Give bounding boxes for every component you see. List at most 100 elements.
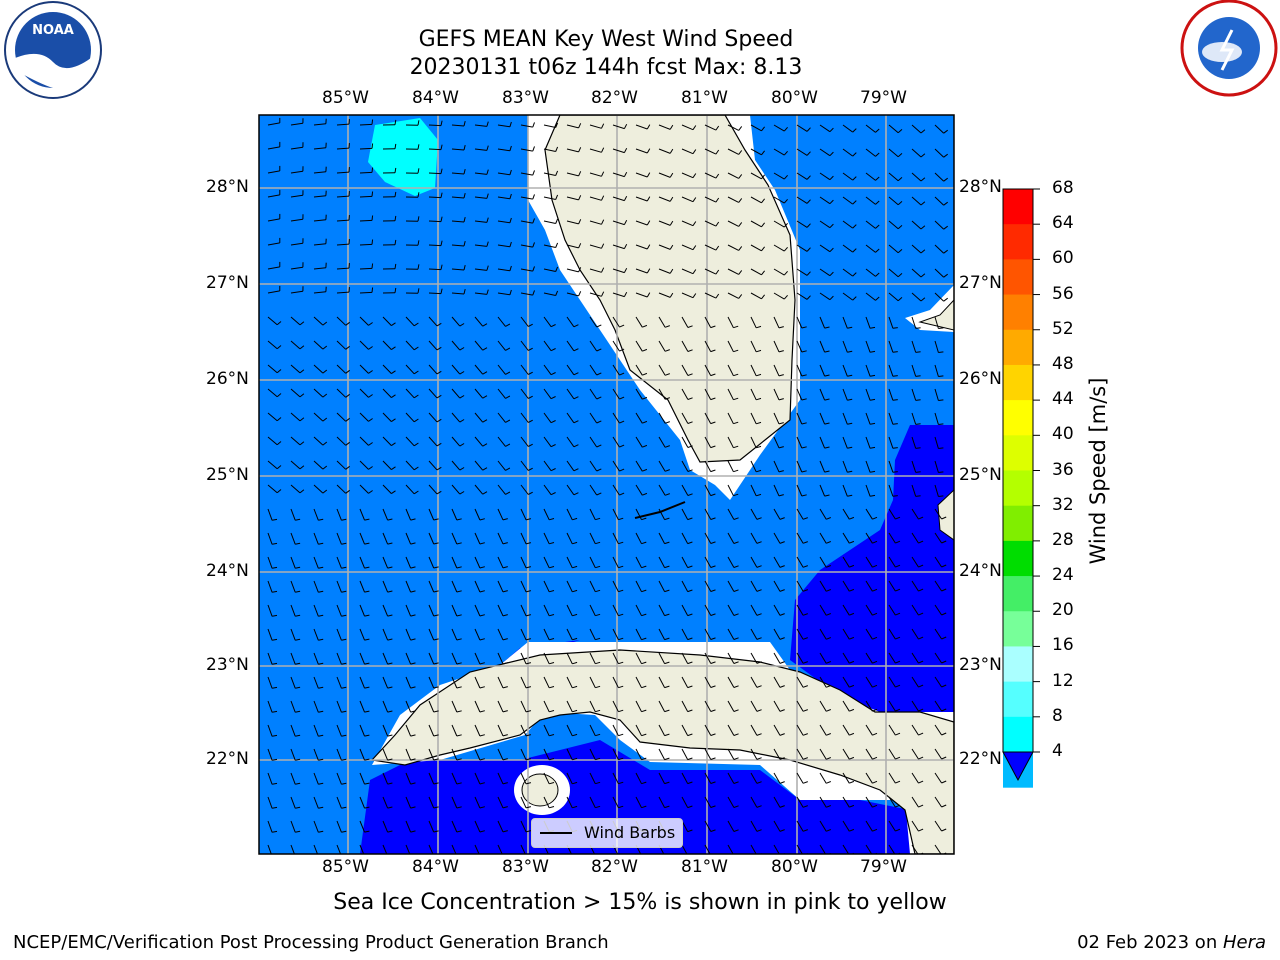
wind-barb-flag xyxy=(572,589,578,593)
wind-barb xyxy=(635,748,642,760)
wind-barb xyxy=(842,196,853,205)
wind-barb-flag xyxy=(778,326,784,329)
wind-barb xyxy=(681,796,689,808)
wind-barb-flag xyxy=(341,830,347,833)
wind-barb-flag xyxy=(915,471,921,473)
lon-tick-bottom: 85°W xyxy=(322,857,369,877)
wind-barb xyxy=(635,316,643,328)
wind-barb-flag xyxy=(341,806,347,809)
wind-barb xyxy=(612,412,620,424)
wind-barb xyxy=(865,460,871,473)
wind-barb-flag xyxy=(687,637,693,641)
wind-barb-flag xyxy=(482,443,488,447)
wind-barb-flag xyxy=(417,216,420,222)
wind-barb xyxy=(796,196,808,204)
wind-barb-flag xyxy=(692,197,697,202)
wind-barb-flag xyxy=(733,613,739,616)
wind-barb xyxy=(773,556,781,568)
wind-barb-flag xyxy=(733,661,739,664)
lon-tick-bottom: 81°W xyxy=(681,857,728,877)
wind-barb-flag xyxy=(322,417,328,422)
wind-barb xyxy=(520,148,533,152)
wind-barb-flag xyxy=(756,685,762,688)
wind-barb xyxy=(888,196,899,206)
wind-barb xyxy=(520,604,527,617)
wind-barb xyxy=(681,196,694,203)
wind-barb xyxy=(911,652,919,664)
wind-barb xyxy=(589,724,596,736)
wind-barb-flag xyxy=(920,153,926,158)
wind-barb-flag xyxy=(710,325,716,329)
wind-barb-flag xyxy=(687,805,693,809)
wind-barb-flag xyxy=(318,710,324,713)
legend: Wind Barbs xyxy=(531,818,683,848)
wind-barb-flag xyxy=(433,758,439,761)
wind-barb xyxy=(474,124,487,127)
wind-barb xyxy=(635,124,648,130)
wind-barb-flag xyxy=(549,638,555,641)
wind-barb-flag xyxy=(710,757,716,760)
wind-barb xyxy=(635,532,642,544)
wind-barb-flag xyxy=(410,542,416,545)
wind-barb-flag xyxy=(875,128,880,133)
wind-barb-flag xyxy=(549,758,555,761)
wind-barb xyxy=(773,820,781,832)
wind-barb xyxy=(543,124,556,128)
wind-barb xyxy=(727,652,735,664)
wind-barb-flag xyxy=(733,325,739,329)
wind-barb-flag xyxy=(733,373,739,377)
wind-barb-flag xyxy=(918,636,924,640)
wind-barb xyxy=(727,316,734,328)
wind-barb xyxy=(267,844,272,854)
wind-barb xyxy=(934,724,943,736)
wind-barb xyxy=(382,484,392,494)
wind-barb xyxy=(704,340,712,352)
wind-barb xyxy=(704,292,717,299)
wind-barb-flag xyxy=(550,348,556,352)
wind-barb xyxy=(451,676,458,689)
wind-barb xyxy=(313,460,324,470)
wind-barb xyxy=(405,844,411,854)
wind-barb-flag xyxy=(371,167,374,173)
wind-barb-flag xyxy=(824,326,830,329)
wind-barb xyxy=(934,340,939,353)
wind-barb-flag xyxy=(826,637,831,640)
wind-barb-flag xyxy=(456,758,462,761)
wind-barb xyxy=(773,196,785,204)
wind-barb-flag xyxy=(578,123,582,129)
wind-barb xyxy=(405,484,415,495)
wind-barb xyxy=(727,628,735,640)
wind-barb xyxy=(934,580,943,592)
wind-barb xyxy=(267,290,280,294)
wind-barb-flag xyxy=(918,684,924,688)
wind-barb-flag xyxy=(276,393,282,398)
wind-barb xyxy=(819,292,831,301)
wind-barb-flag xyxy=(778,374,784,377)
wind-barb xyxy=(842,148,853,157)
wind-barb-flag xyxy=(756,661,762,664)
wind-barb xyxy=(819,628,827,640)
wind-barb-flag xyxy=(715,293,720,299)
wind-barb xyxy=(635,220,648,226)
wind-barb-flag xyxy=(642,492,648,496)
wind-barb xyxy=(681,340,689,352)
wind-barb-flag xyxy=(895,804,901,808)
wind-barb-flag xyxy=(318,542,324,545)
lon-tick-top: 80°W xyxy=(771,88,818,108)
wind-barb-flag xyxy=(756,805,762,808)
wind-barb-flag xyxy=(440,264,443,270)
wind-barb xyxy=(566,748,573,761)
wind-barb-flag xyxy=(479,734,485,737)
wind-barb-flag xyxy=(829,151,834,157)
wind-barb-flag xyxy=(872,756,878,760)
wind-barb xyxy=(842,676,850,688)
wind-barb xyxy=(819,388,826,401)
wind-barb xyxy=(796,724,804,736)
wind-barb xyxy=(635,292,648,298)
wind-barb-flag xyxy=(619,396,625,400)
wind-barb xyxy=(658,484,666,496)
wind-barb-flag xyxy=(433,806,439,809)
wind-barb xyxy=(888,820,896,832)
wind-barb-flag xyxy=(646,124,651,130)
